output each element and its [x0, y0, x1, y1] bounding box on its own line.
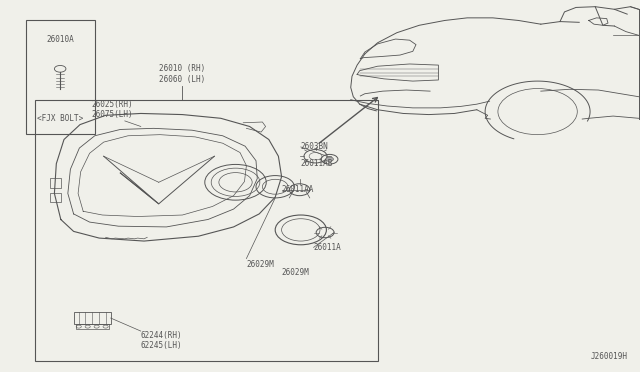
Bar	[74, 312, 111, 324]
Bar	[50, 178, 61, 188]
Text: 26011A: 26011A	[314, 243, 341, 252]
Text: J260019H: J260019H	[590, 352, 627, 361]
Circle shape	[326, 157, 333, 161]
Text: <FJX BOLT>: <FJX BOLT>	[37, 114, 83, 123]
Text: 26011AB: 26011AB	[301, 159, 333, 168]
Text: 26029M: 26029M	[246, 260, 274, 269]
Text: 26029M: 26029M	[282, 268, 309, 277]
Bar	[26, 20, 95, 134]
Text: 2603BN: 2603BN	[301, 142, 328, 151]
Text: 26025(RH)
26075(LH): 26025(RH) 26075(LH)	[91, 100, 133, 119]
Bar	[35, 100, 378, 361]
Bar	[76, 324, 109, 329]
Text: 26010A: 26010A	[46, 35, 74, 44]
Bar	[50, 193, 61, 202]
Text: 26010 (RH)
26060 (LH): 26010 (RH) 26060 (LH)	[159, 64, 205, 84]
Text: 62244(RH)
62245(LH): 62244(RH) 62245(LH)	[141, 331, 182, 350]
Text: 26011AA: 26011AA	[282, 185, 314, 194]
